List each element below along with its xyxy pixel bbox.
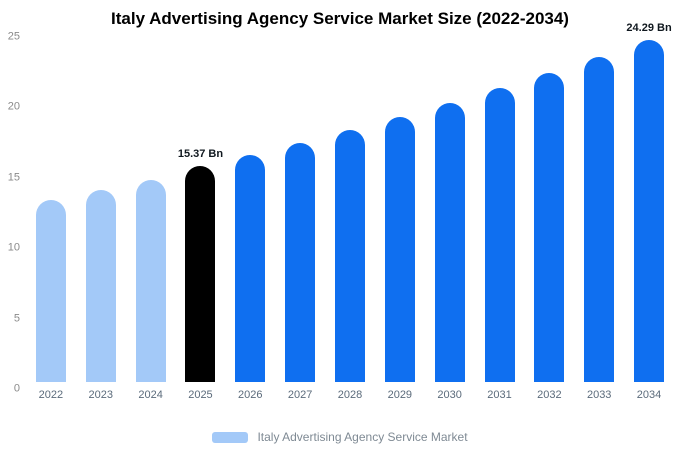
bar-column: 2026 xyxy=(225,37,275,411)
legend: Italy Advertising Agency Service Market xyxy=(0,430,680,444)
bar-column: 2029 xyxy=(375,37,425,411)
bar-column: 2024 xyxy=(126,37,176,411)
x-axis-label: 2025 xyxy=(188,389,213,402)
bar-column: 2028 xyxy=(325,37,375,411)
bar-zone: 24.29 Bn xyxy=(624,22,674,383)
bar-column: 2031 xyxy=(475,37,525,411)
bar-columns: 2022 2023 2024 15.37 Bn 2025 2026 2027 2028 2029… xyxy=(26,22,674,411)
bar-column: 2027 xyxy=(275,37,325,411)
legend-swatch-icon xyxy=(212,431,249,443)
x-axis-label: 2030 xyxy=(437,389,462,402)
bar-zone xyxy=(325,37,375,383)
chart-title: Italy Advertising Agency Service Market … xyxy=(111,9,569,28)
plot-area: 0 5 10 15 20 25 2022 2023 2024 15.37 Bn 2025 2026 2… xyxy=(0,22,680,401)
x-axis-label: 2034 xyxy=(636,389,662,402)
bar-2025 xyxy=(185,166,216,383)
y-tick-label: 15 xyxy=(7,171,20,184)
x-axis-label: 2027 xyxy=(287,389,313,402)
x-axis-label: 2023 xyxy=(88,389,113,402)
bar-value-label: 15.37 Bn xyxy=(177,148,224,161)
bar-value-label: 24.29 Bn xyxy=(626,22,672,35)
x-axis-label: 2031 xyxy=(487,389,512,402)
bar-column: 15.37 Bn 2025 xyxy=(176,37,226,411)
bar-column: 2032 xyxy=(524,37,574,411)
bar-zone: 15.37 Bn xyxy=(176,37,226,383)
legend-label: Italy Advertising Agency Service Market xyxy=(257,430,468,444)
bar-column: 24.29 Bn 2034 xyxy=(624,22,674,411)
y-axis: 0 5 10 15 20 25 xyxy=(0,31,22,394)
bar-2031 xyxy=(484,88,515,383)
bar-zone xyxy=(275,37,325,383)
x-axis-label: 2033 xyxy=(586,389,612,402)
y-tick-label: 25 xyxy=(7,30,20,43)
y-tick-label: 20 xyxy=(7,100,20,113)
y-tick-label: 10 xyxy=(7,241,20,254)
bar-zone xyxy=(475,37,525,383)
bar-column: 2030 xyxy=(425,37,475,411)
y-tick-label: 5 xyxy=(13,312,20,325)
bar-column: 2022 xyxy=(26,37,76,411)
x-axis-label: 2022 xyxy=(38,389,64,402)
bar-2028 xyxy=(334,130,365,383)
y-tick-label: 0 xyxy=(13,382,20,395)
x-axis-label: 2032 xyxy=(537,389,562,402)
bar-zone xyxy=(76,37,126,383)
bar-zone xyxy=(26,37,76,383)
bar-column: 2023 xyxy=(76,37,126,411)
bar-2022 xyxy=(35,199,66,383)
bar-2024 xyxy=(135,179,166,383)
bar-zone xyxy=(225,37,275,383)
bar-2029 xyxy=(384,117,415,383)
bar-column: 2033 xyxy=(574,37,624,411)
bar-2032 xyxy=(534,73,565,383)
bar-2030 xyxy=(434,103,465,383)
bar-2027 xyxy=(285,142,316,383)
bar-2026 xyxy=(235,154,266,383)
x-axis-label: 2028 xyxy=(337,389,363,402)
bar-2034 xyxy=(634,40,665,383)
bar-2023 xyxy=(85,189,116,383)
x-axis-label: 2026 xyxy=(238,389,263,402)
bar-2033 xyxy=(584,56,615,383)
bar-zone xyxy=(126,37,176,383)
x-axis-label: 2024 xyxy=(138,389,163,402)
bar-zone xyxy=(425,37,475,383)
bar-zone xyxy=(524,37,574,383)
bar-zone xyxy=(574,37,624,383)
bar-zone xyxy=(375,37,425,383)
x-axis-label: 2029 xyxy=(387,389,413,402)
